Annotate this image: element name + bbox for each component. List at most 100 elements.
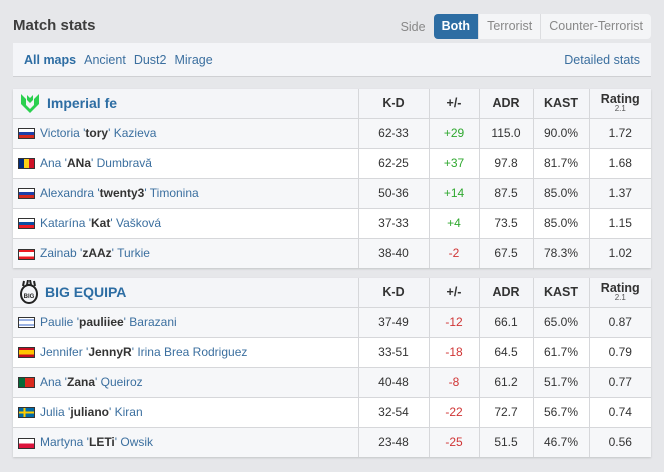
adr-value: 66.1 <box>478 306 533 337</box>
tab-dust2[interactable]: Dust2 <box>133 52 167 67</box>
table-row: Ana 'ANa' Dumbravă 62-25 +37 97.8 81.7% … <box>13 147 651 178</box>
tab-ancient[interactable]: Ancient <box>84 52 126 67</box>
side-label: Side <box>400 19 426 34</box>
col-kd: K-D <box>357 89 429 118</box>
plus-minus-value: +29 <box>428 117 479 148</box>
table-row: Katarína 'Kat' Vašková 37-33 +4 73.5 85.… <box>13 207 651 238</box>
team-name[interactable]: Imperial fe <box>47 95 118 112</box>
plus-minus-value: -25 <box>428 426 479 457</box>
detailed-stats-link[interactable]: Detailed stats <box>564 52 640 67</box>
team-header-row: Imperial fe K-D +/- ADR KAST Rating 2.1 <box>13 89 651 118</box>
table-row: Zainab 'zAAz' Turkie 38-40 -2 67.5 78.3%… <box>13 237 651 268</box>
kast-value: 61.7% <box>532 336 589 367</box>
table-row: Ana 'Zana' Queiroz 40-48 -8 61.2 51.7% 0… <box>13 366 651 397</box>
kast-value: 78.3% <box>532 237 589 268</box>
player-link[interactable]: Alexandra 'twenty3' Timonina <box>13 177 358 208</box>
flag-ru-icon <box>18 128 35 140</box>
adr-value: 73.5 <box>478 207 533 238</box>
table-row: Jennifer 'JennyR' Irina Brea Rodriguez 3… <box>13 336 651 367</box>
flag-ru-icon <box>18 188 35 200</box>
rating-value: 1.68 <box>588 147 651 178</box>
plus-minus-value: -22 <box>428 396 479 427</box>
adr-value: 64.5 <box>478 336 533 367</box>
map-tabs: All maps Ancient Dust2 Mirage Detailed s… <box>13 43 651 77</box>
rating-value: 0.87 <box>588 306 651 337</box>
flag-pt-icon <box>18 377 35 389</box>
plus-minus-value: +4 <box>428 207 479 238</box>
kd-value: 23-48 <box>357 426 429 457</box>
kd-value: 32-54 <box>357 396 429 427</box>
rating-value: 0.77 <box>588 366 651 397</box>
flag-pl-icon <box>18 437 35 449</box>
kd-value: 37-49 <box>357 306 429 337</box>
kast-value: 46.7% <box>532 426 589 457</box>
side-filter: Side Both Terrorist Counter-Terrorist <box>401 14 651 39</box>
player-link[interactable]: Julia 'juliano' Kiran <box>13 396 358 427</box>
kast-value: 51.7% <box>532 366 589 397</box>
tab-mirage[interactable]: Mirage <box>174 52 213 67</box>
kd-value: 50-36 <box>357 177 429 208</box>
kd-value: 40-48 <box>357 366 429 397</box>
col-adr: ADR <box>478 278 533 307</box>
kd-value: 62-33 <box>357 117 429 148</box>
player-link[interactable]: Martyna 'LETi' Owsik <box>13 426 358 457</box>
rating-value: 1.72 <box>588 117 651 148</box>
col-plus-minus: +/- <box>428 89 479 118</box>
side-terrorist-button[interactable]: Terrorist <box>478 14 541 39</box>
adr-value: 72.7 <box>478 396 533 427</box>
plus-minus-value: +37 <box>428 147 479 178</box>
side-ct-button[interactable]: Counter-Terrorist <box>540 14 651 39</box>
player-link[interactable]: Katarína 'Kat' Vašková <box>13 207 358 238</box>
flag-ro-icon <box>18 158 35 170</box>
plus-minus-value: -18 <box>428 336 479 367</box>
team-header-row: BIG BIG EQUIPA K-D +/- ADR KAST Rating 2.1 <box>13 278 651 307</box>
kd-value: 33-51 <box>357 336 429 367</box>
tab-all-maps[interactable]: All maps <box>24 52 77 67</box>
flag-il-icon <box>18 317 35 329</box>
col-plus-minus: +/- <box>428 278 479 307</box>
kast-value: 85.0% <box>532 207 589 238</box>
col-kast: KAST <box>532 89 589 118</box>
big-logo-icon: BIG <box>20 280 38 305</box>
flag-es-icon <box>18 347 35 359</box>
rating-value: 1.37 <box>588 177 651 208</box>
plus-minus-value: -8 <box>428 366 479 397</box>
page-title: Match stats <box>13 17 96 34</box>
rating-value: 1.15 <box>588 207 651 238</box>
kd-value: 38-40 <box>357 237 429 268</box>
kd-value: 62-25 <box>357 147 429 178</box>
player-link[interactable]: Ana 'Zana' Queiroz <box>13 366 358 397</box>
col-rating: Rating 2.1 <box>588 89 651 118</box>
player-link[interactable]: Victoria 'tory' Kazieva <box>13 117 358 148</box>
flag-lb-icon <box>18 248 35 260</box>
team-stats-table: Imperial fe K-D +/- ADR KAST Rating 2.1 V… <box>13 89 651 268</box>
player-link[interactable]: Paulie 'pauliiee' Barazani <box>13 306 358 337</box>
player-link[interactable]: Jennifer 'JennyR' Irina Brea Rodriguez <box>13 336 358 367</box>
plus-minus-value: -12 <box>428 306 479 337</box>
side-both-button[interactable]: Both <box>433 14 479 39</box>
imperial-logo-icon <box>21 94 39 114</box>
adr-value: 97.8 <box>478 147 533 178</box>
col-adr: ADR <box>478 89 533 118</box>
flag-se-icon <box>18 407 35 419</box>
table-row: Martyna 'LETi' Owsik 23-48 -25 51.5 46.7… <box>13 426 651 457</box>
kast-value: 85.0% <box>532 177 589 208</box>
plus-minus-value: +14 <box>428 177 479 208</box>
plus-minus-value: -2 <box>428 237 479 268</box>
col-kast: KAST <box>532 278 589 307</box>
team-name[interactable]: BIG EQUIPA <box>45 284 127 301</box>
svg-text:BIG: BIG <box>24 294 35 300</box>
rating-value: 0.56 <box>588 426 651 457</box>
player-link[interactable]: Ana 'ANa' Dumbravă <box>13 147 358 178</box>
kast-value: 65.0% <box>532 306 589 337</box>
col-rating: Rating 2.1 <box>588 278 651 307</box>
adr-value: 67.5 <box>478 237 533 268</box>
adr-value: 115.0 <box>478 117 533 148</box>
player-link[interactable]: Zainab 'zAAz' Turkie <box>13 237 358 268</box>
kast-value: 56.7% <box>532 396 589 427</box>
table-row: Paulie 'pauliiee' Barazani 37-49 -12 66.… <box>13 306 651 337</box>
kd-value: 37-33 <box>357 207 429 238</box>
col-kd: K-D <box>357 278 429 307</box>
table-row: Julia 'juliano' Kiran 32-54 -22 72.7 56.… <box>13 396 651 427</box>
team-stats-table: BIG BIG EQUIPA K-D +/- ADR KAST Rating 2.1… <box>13 278 651 457</box>
